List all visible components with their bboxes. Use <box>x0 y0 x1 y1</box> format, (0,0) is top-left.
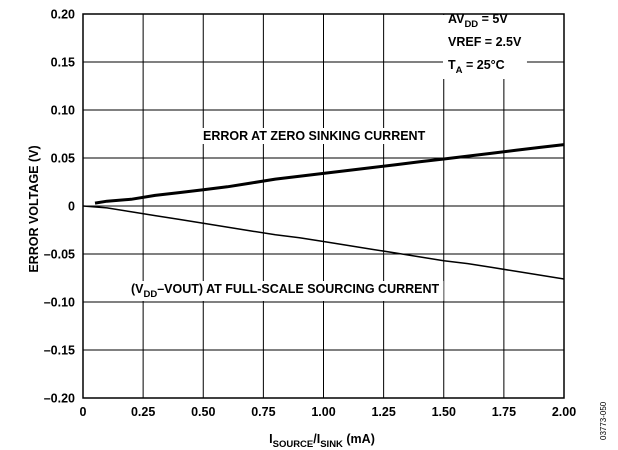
y-tick-label: –0.15 <box>44 344 75 358</box>
series-label-bg-sinking <box>199 128 430 144</box>
series-line-zero-sinking <box>94 143 565 205</box>
series-label-bg-sourcing <box>127 281 444 301</box>
plot-frame <box>82 13 565 399</box>
y-tick-label: –0.20 <box>44 392 75 406</box>
condition-vref: VREF = 2.5V <box>448 35 522 49</box>
x-tick-label: 0.75 <box>251 405 275 419</box>
x-tick-label: 2.00 <box>552 405 576 419</box>
x-tick-label: 0 <box>80 405 87 419</box>
condition-avdd: AVDD = 5V <box>448 12 508 30</box>
y-tick-label: 0.15 <box>51 56 75 70</box>
y-tick-label: 0.10 <box>51 104 75 118</box>
figure-id: 03773-050 <box>599 401 608 440</box>
x-tick-labels: 0 0.25 0.50 0.75 1.00 1.25 1.50 1.75 2.00 <box>80 405 577 419</box>
y-tick-label: –0.05 <box>44 248 75 262</box>
x-tick-label: 1.00 <box>311 405 335 419</box>
series-group <box>82 143 565 280</box>
y-tick-label: –0.10 <box>44 296 75 310</box>
x-axis-title: ISOURCE/ISINK (mA) <box>269 432 375 450</box>
series-label-sinking: ERROR AT ZERO SINKING CURRENT <box>203 129 426 143</box>
x-tick-label: 0.25 <box>131 405 155 419</box>
y-tick-labels: 0.20 0.15 0.10 0.05 0 –0.05 –0.10 –0.15 –0.20 <box>44 8 75 406</box>
y-axis-title: ERROR VOLTAGE (V) <box>27 145 41 272</box>
x-tick-label: 1.25 <box>371 405 395 419</box>
x-tick-label: 0.50 <box>191 405 215 419</box>
y-tick-label: 0.20 <box>51 8 75 22</box>
y-tick-label: 0 <box>68 200 75 214</box>
y-tick-label: 0.05 <box>51 152 75 166</box>
x-tick-label: 1.50 <box>432 405 456 419</box>
series-label-sourcing: (VDD–VOUT) AT FULL-SCALE SOURCING CURREN… <box>131 282 440 300</box>
conditions-box <box>443 15 527 79</box>
condition-temp: TA = 25°C <box>448 58 505 76</box>
x-tick-label: 1.75 <box>492 405 516 419</box>
series-line-fullscale-sourcing <box>82 205 565 280</box>
